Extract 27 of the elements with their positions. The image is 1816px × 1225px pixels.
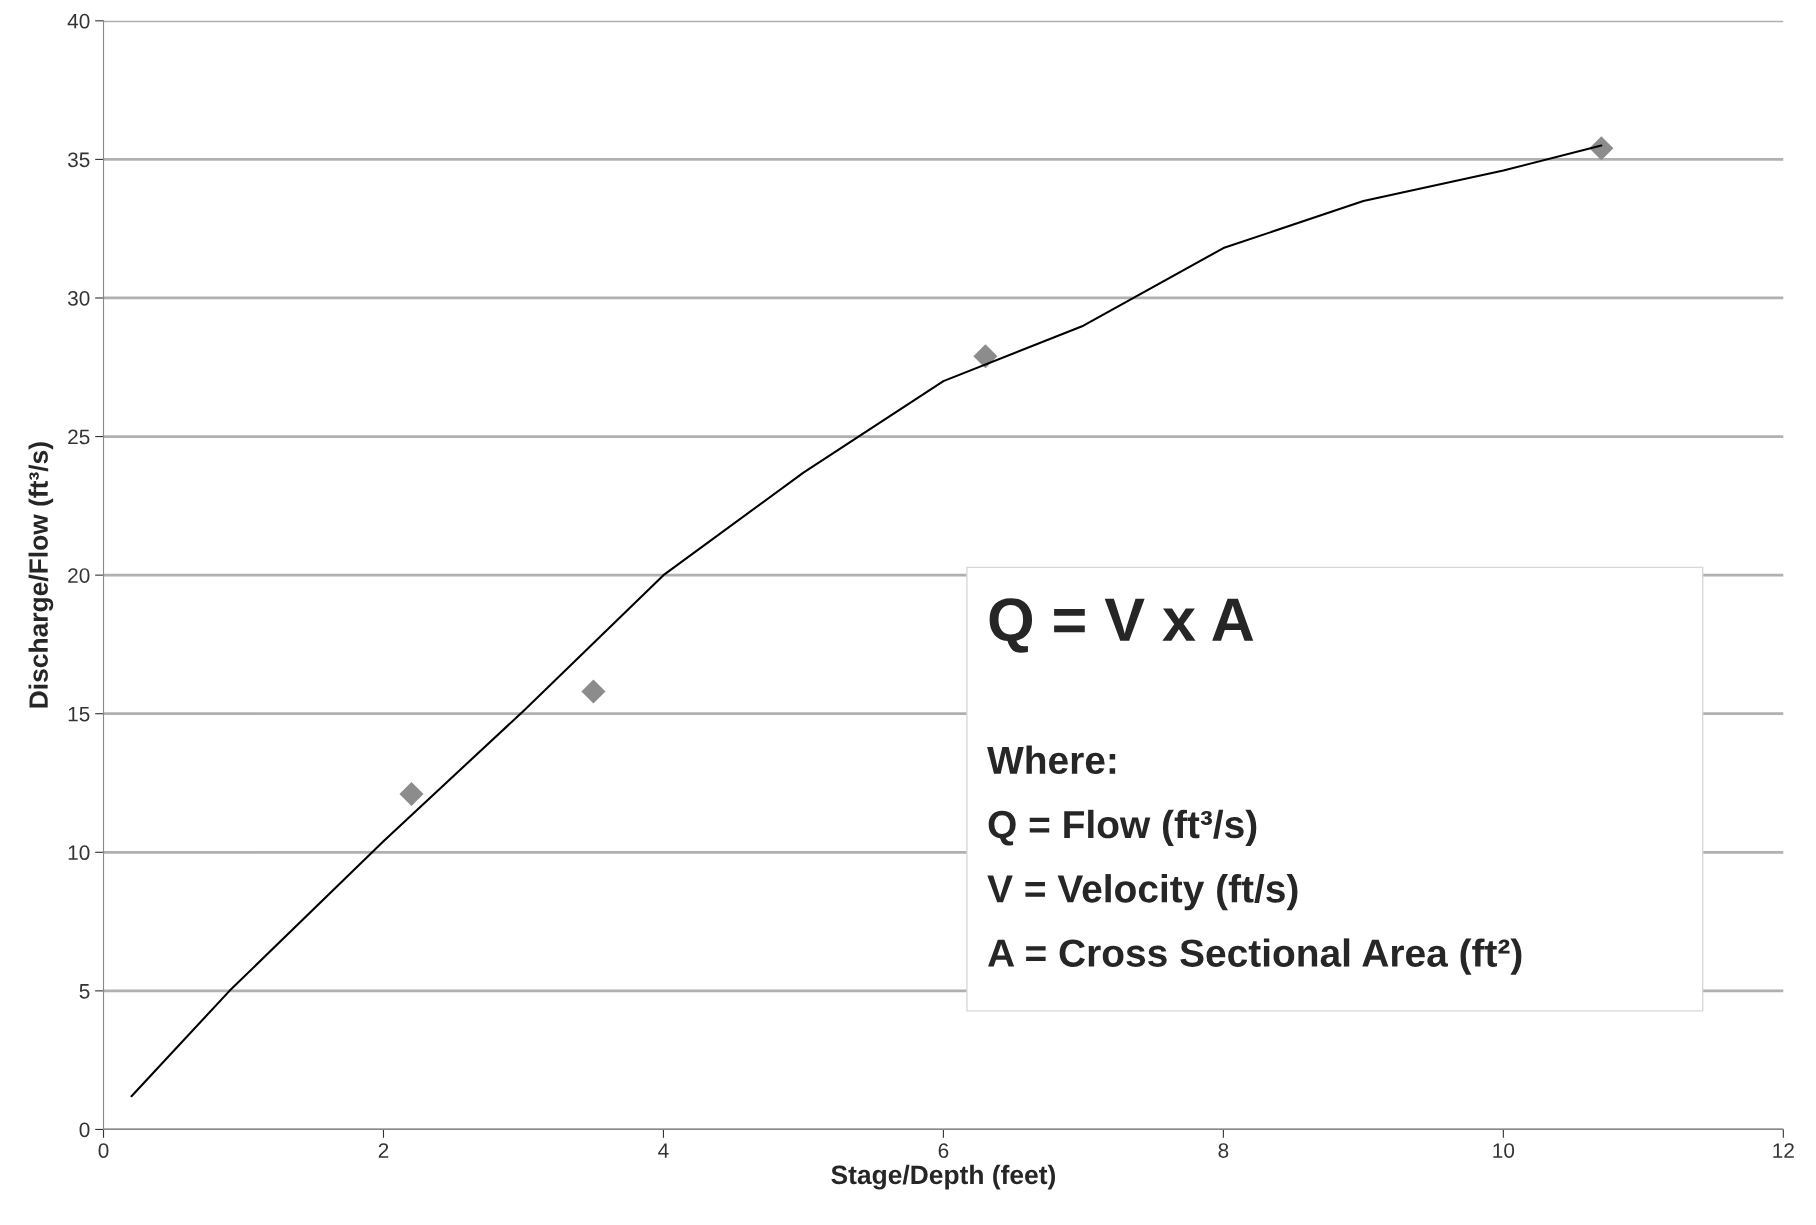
x-tick-label: 12 — [1773, 1143, 1794, 1158]
x-axis-title: Stage/Depth (feet) — [831, 1164, 1055, 1190]
x-tick-label: 0 — [98, 1143, 109, 1158]
point — [973, 344, 998, 369]
annotation: A = Cross Sectional Area (ft²) — [988, 938, 1522, 975]
y-axis-title: Discharge/Flow (ft³/s) — [28, 442, 54, 708]
annotation: V = Velocity (ft/s) — [987, 874, 1298, 911]
x-tick-label: 6 — [938, 1143, 949, 1158]
y-tick-label: 30 — [67, 290, 90, 306]
x-tick-label: 2 — [378, 1143, 389, 1158]
y-tick-label: 20 — [68, 568, 90, 583]
annotation: Q = Flow (ft³/s) — [988, 809, 1257, 847]
x-tick-label: 4 — [658, 1143, 669, 1158]
y-tick-label: 15 — [68, 706, 90, 722]
y-tick-label: 0 — [79, 1122, 90, 1138]
y-tick-label: 35 — [67, 152, 90, 168]
y-tick-label: 40 — [67, 13, 90, 29]
point — [581, 679, 606, 704]
y-tick-label: 5 — [79, 984, 90, 999]
point — [399, 782, 424, 807]
x-tick-label: 10 — [1493, 1143, 1515, 1158]
y-tick-label: 25 — [68, 429, 90, 445]
y-tick-label: 10 — [68, 845, 90, 861]
x-tick-label: 8 — [1218, 1143, 1229, 1158]
annotation: Q = V x A — [989, 598, 1254, 653]
point — [1589, 136, 1614, 161]
annotation: Where: — [987, 745, 1116, 775]
